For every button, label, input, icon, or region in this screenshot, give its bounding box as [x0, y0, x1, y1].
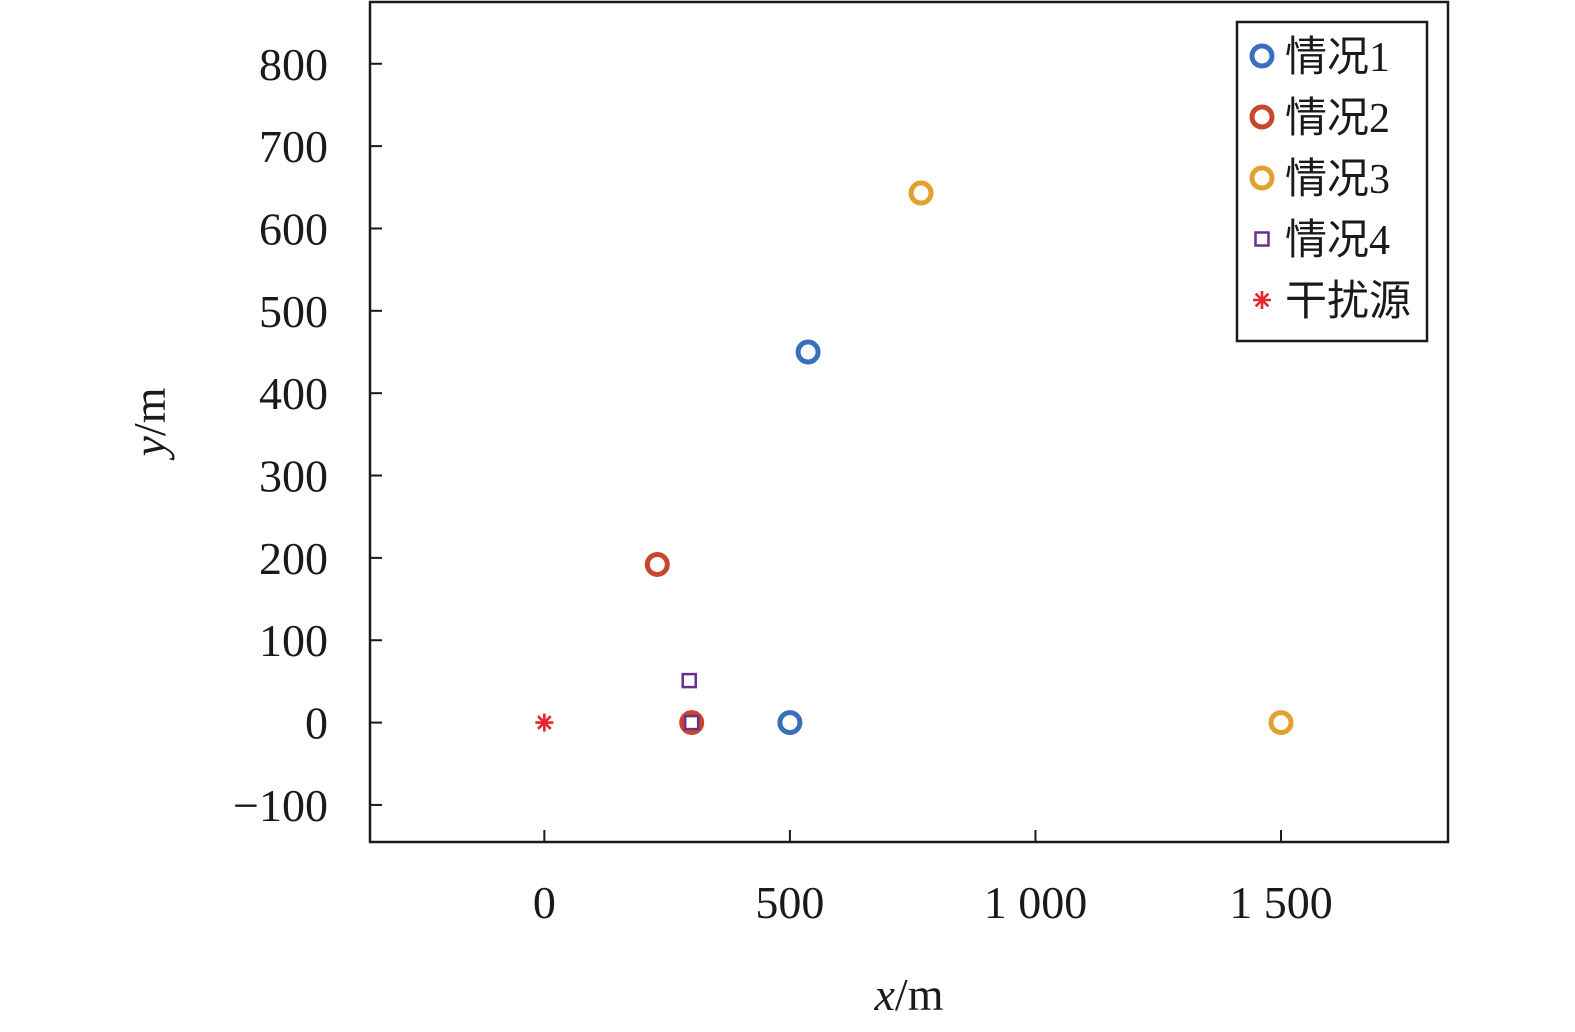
y-tick-label: 200 [259, 533, 328, 584]
x-axis-title-unit: /m [895, 969, 944, 1020]
x-axis-title: x/m [874, 969, 944, 1020]
y-axis-title-variable: y [124, 435, 175, 460]
plot-frame [368, 0, 1450, 844]
x-axis-title-variable: x [874, 969, 896, 1020]
series-3-point-1 [1268, 710, 1294, 736]
data-markers [535, 180, 1294, 736]
x-tick-label: 500 [755, 877, 824, 928]
legend-label-2: 情况2 [1285, 96, 1390, 142]
y-tick-label: 800 [259, 39, 328, 90]
y-tick-label: 300 [259, 451, 328, 502]
series-3-point-2 [908, 180, 934, 206]
y-tick-label: 0 [305, 698, 328, 749]
series-2-point-1 [679, 710, 705, 736]
legend: 情况1 情况2 情况3 情况4 干扰源 [1235, 20, 1429, 343]
x-tick-label: 1 000 [984, 877, 1088, 928]
legend-marker-1 [1249, 43, 1275, 69]
series-1-point-1 [777, 710, 803, 736]
series-2-point-2 [644, 551, 670, 577]
y-tick-label: 500 [259, 286, 328, 337]
legend-label-5: 干扰源 [1285, 279, 1411, 325]
y-axis-title-unit: /m [124, 387, 175, 436]
x-tick-label: 0 [533, 877, 556, 928]
legend-marker-5 [1253, 291, 1271, 309]
series-1-point-2 [795, 339, 821, 365]
legend-label-4: 情况4 [1285, 218, 1390, 264]
series-4-point-2 [681, 672, 697, 689]
y-axis: −100 0 100 200 300 400 500 600 700 800 [233, 39, 382, 831]
legend-marker-3 [1249, 165, 1275, 191]
series-4-point-1 [683, 714, 700, 731]
x-tick-label: 1 500 [1229, 877, 1333, 928]
y-tick-label: −100 [233, 780, 328, 831]
series-5-point-1 [535, 713, 554, 732]
plot-area [368, 0, 1450, 844]
y-tick-label: 400 [259, 368, 328, 419]
legend-label-1: 情况1 [1285, 35, 1390, 81]
y-tick-label: 600 [259, 203, 328, 254]
y-axis-title: y/m [124, 387, 175, 460]
y-tick-label: 700 [259, 121, 328, 172]
y-tick-label: 100 [259, 615, 328, 666]
legend-marker-4 [1254, 231, 1270, 247]
x-axis: 0 500 1 000 1 500 [533, 830, 1333, 928]
legend-marker-2 [1249, 104, 1275, 130]
legend-label-3: 情况3 [1285, 157, 1390, 203]
